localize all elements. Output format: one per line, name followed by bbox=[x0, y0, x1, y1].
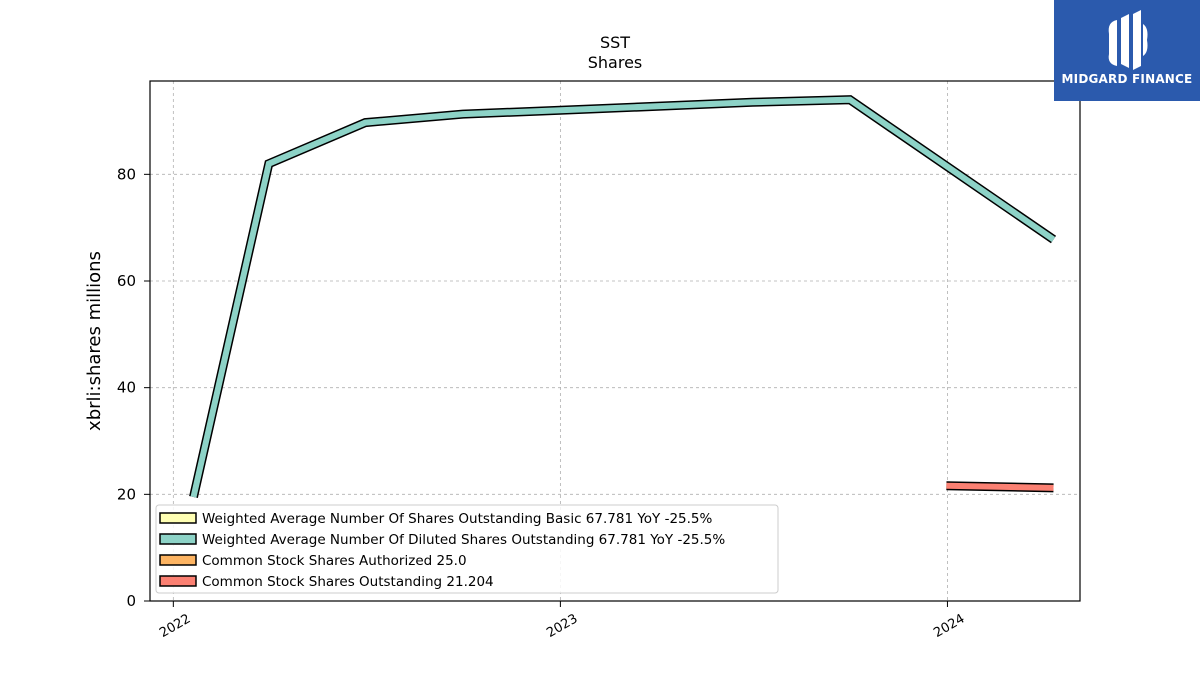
series-line-outline bbox=[189, 95, 1057, 498]
legend-swatch bbox=[159, 533, 197, 545]
legend-swatch bbox=[159, 554, 197, 566]
legend-box bbox=[155, 504, 779, 594]
chart-title: SST bbox=[600, 33, 630, 52]
logo: MIDGARD FINANCE bbox=[1054, 0, 1200, 101]
series-3 bbox=[946, 481, 1054, 493]
logo-text: MIDGARD FINANCE bbox=[1061, 72, 1193, 86]
legend-item: Weighted Average Number Of Diluted Share… bbox=[159, 532, 725, 548]
logo-mark-icon bbox=[1108, 10, 1148, 70]
legend-label: Common Stock Shares Outstanding 21.204 bbox=[202, 574, 494, 590]
legend-swatch bbox=[159, 512, 197, 524]
y-tick-label: 20 bbox=[117, 485, 136, 503]
legend-label: Common Stock Shares Authorized 25.0 bbox=[202, 553, 467, 569]
legend-item: Weighted Average Number Of Shares Outsta… bbox=[159, 511, 713, 527]
legend-swatch bbox=[159, 575, 197, 587]
legend-label: Weighted Average Number Of Diluted Share… bbox=[202, 532, 725, 548]
y-tick-label: 60 bbox=[117, 272, 136, 290]
y-tick-label: 80 bbox=[117, 165, 136, 183]
series-1 bbox=[189, 95, 1057, 498]
series-line bbox=[190, 96, 1056, 498]
y-tick-label: 40 bbox=[117, 379, 136, 397]
chart-subtitle: Shares bbox=[588, 53, 643, 72]
legend-item: Common Stock Shares Authorized 25.0 bbox=[159, 553, 467, 569]
x-tick-label: 2023 bbox=[544, 611, 580, 641]
series-layer bbox=[189, 95, 1057, 498]
legend-label: Weighted Average Number Of Shares Outsta… bbox=[202, 511, 713, 527]
y-tick-label: 0 bbox=[126, 592, 136, 610]
series-line bbox=[946, 482, 1054, 491]
legend-item: Common Stock Shares Outstanding 21.204 bbox=[159, 574, 494, 590]
legend: Weighted Average Number Of Shares Outsta… bbox=[155, 504, 779, 594]
x-tick-label: 2024 bbox=[931, 611, 967, 641]
plot-frame bbox=[149, 80, 1081, 602]
x-tick-label: 2022 bbox=[157, 611, 193, 641]
y-axis-label: xbrli:shares millions bbox=[84, 251, 105, 431]
